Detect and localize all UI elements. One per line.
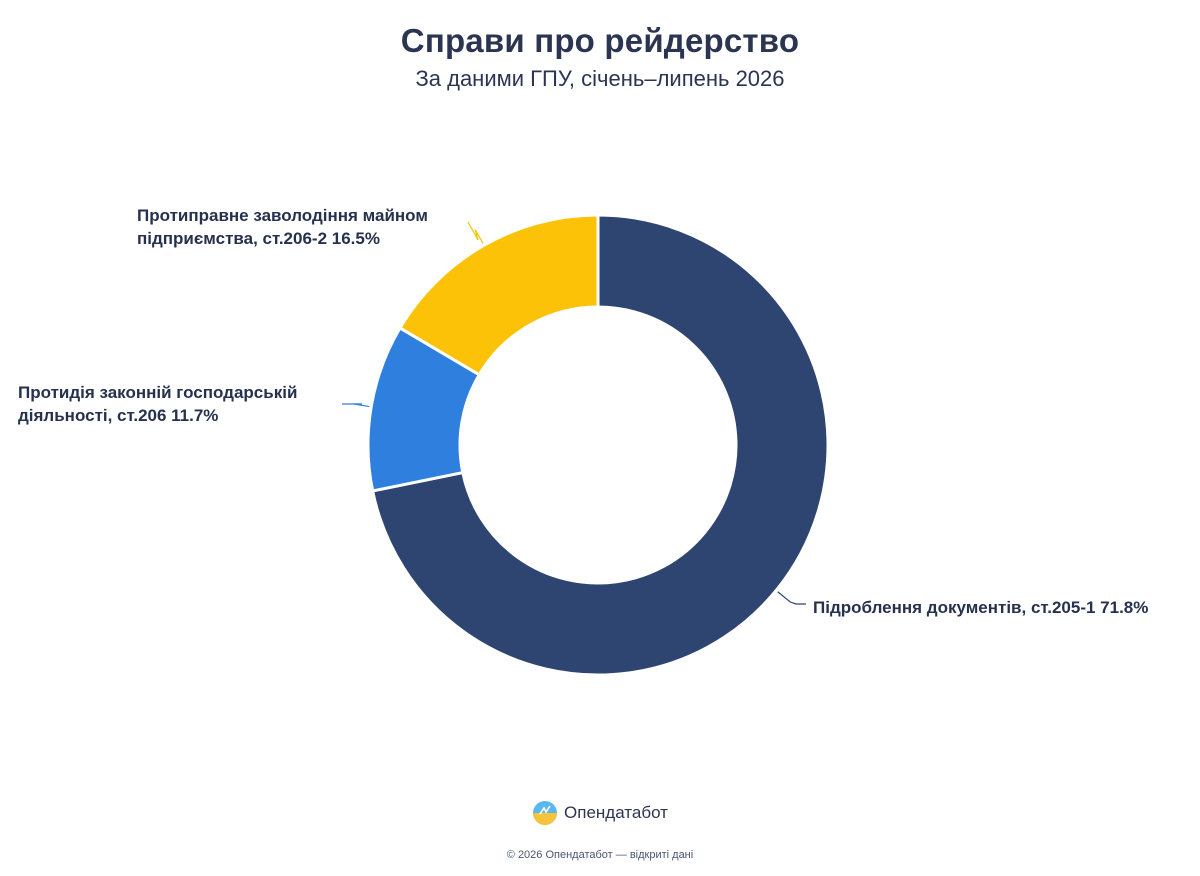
leader-obstruction [342,403,370,408]
slice-seizure [398,213,600,377]
slice-label-forgery: Підроблення документів, ст.205-1 71.8% [813,598,1149,617]
slice-label-obstruction: Протидія законній господарській діяльнос… [18,383,298,425]
leader-seizure [467,221,484,244]
brand: Опендатабот [0,800,1200,826]
opendatabot-logo-icon [533,801,558,825]
slice-label-seizure: Протиправне заволодіння майном підприємс… [137,206,428,248]
chart-subtitle: За даними ГПУ, січень–липень 2026 [415,66,785,91]
chart-title: Справи про рейдерство [400,22,800,59]
footer-text: © 2026 Опендатабот — відкриті дані [506,849,694,861]
brand-name: Опендатабот [564,803,668,822]
slice-forgery [371,213,830,677]
leader-forgery [777,591,806,605]
